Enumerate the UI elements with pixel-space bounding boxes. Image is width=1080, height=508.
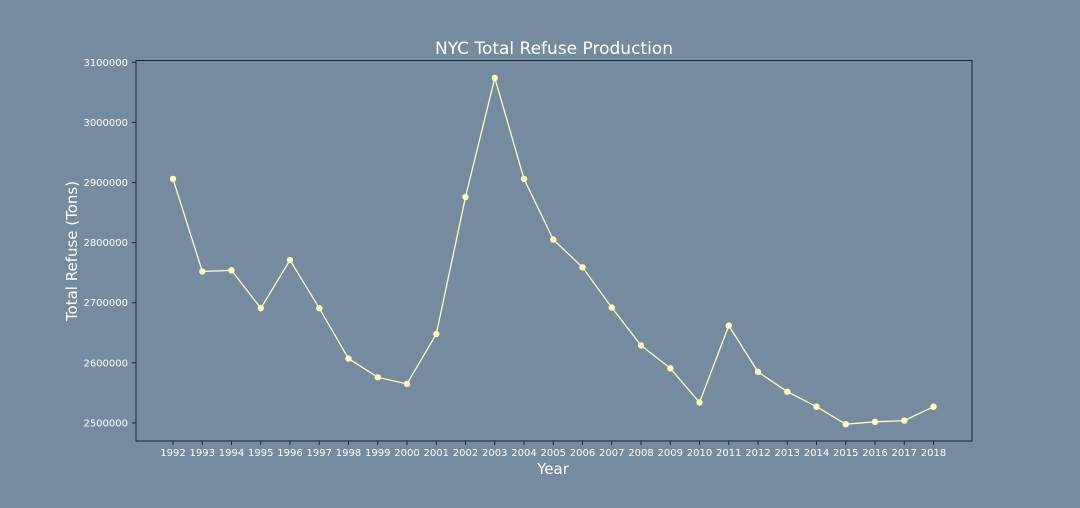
y-tick-label: 2500000	[83, 418, 128, 429]
data-point-1992	[169, 175, 177, 183]
data-point-2007	[608, 304, 615, 311]
y-tick-label: 2800000	[83, 238, 128, 249]
x-tick-label: 2011	[716, 448, 741, 459]
data-point-1999	[374, 374, 381, 381]
x-axis-ticks: 1992 1993 1994 1995 1996 1997 1998 1999 2000 2001…	[160, 441, 946, 459]
x-tick-label: 1997	[307, 448, 332, 459]
data-point-2013	[784, 388, 791, 395]
data-point-2005	[550, 236, 557, 243]
x-tick-label: 1992	[160, 448, 185, 459]
x-tick-label: 2014	[804, 448, 829, 459]
data-point-2008	[637, 342, 645, 349]
data-point-2015	[842, 421, 849, 428]
series-line	[172, 75, 934, 425]
data-point-2002	[462, 193, 469, 201]
y-axis-ticks: 2500000 2600000 2700000 2800000 2900000 30000…	[83, 58, 136, 429]
x-tick-label: 2001	[424, 448, 449, 459]
data-point-2010	[696, 399, 703, 406]
x-tick-label: 1994	[219, 448, 244, 459]
data-point-1993	[199, 268, 206, 275]
x-axis-label: Year	[536, 460, 570, 478]
x-tick-label: 1996	[277, 448, 302, 459]
data-point-2016	[871, 418, 879, 425]
data-point-2012	[754, 368, 762, 376]
x-tick-label: 2003	[482, 448, 507, 459]
x-tick-label: 2013	[775, 448, 800, 459]
x-tick-label: 2016	[862, 448, 887, 459]
data-point-1994	[228, 267, 235, 274]
data-point-2000	[403, 380, 411, 388]
x-tick-label: 2004	[511, 448, 536, 459]
y-tick-label: 3000000	[83, 118, 128, 129]
data-point-1995	[257, 305, 264, 312]
x-tick-label: 2002	[453, 448, 478, 459]
y-tick-label: 2600000	[83, 358, 128, 369]
y-tick-label: 3100000	[83, 58, 128, 69]
x-tick-label: 2012	[745, 448, 770, 459]
x-tick-label: 2007	[599, 448, 624, 459]
x-tick-label: 2009	[658, 448, 683, 459]
x-tick-label: 1999	[365, 448, 390, 459]
x-tick-label: 2015	[833, 448, 858, 459]
data-point-2014	[813, 403, 820, 410]
x-tick-label: 1998	[336, 448, 361, 459]
x-tick-label: 2010	[687, 448, 712, 459]
data-point-1997	[316, 305, 323, 312]
x-tick-label: 2006	[570, 448, 595, 459]
data-point-2011	[725, 322, 732, 329]
plot-area	[135, 60, 973, 442]
x-tick-label: 2005	[541, 448, 566, 459]
data-point-1998	[345, 355, 352, 362]
x-tick-label: 1993	[190, 448, 215, 459]
data-point-2006	[579, 264, 586, 271]
y-tick-label: 2900000	[83, 178, 128, 189]
data-point-2017	[901, 417, 908, 424]
data-point-2003	[491, 74, 498, 82]
x-tick-label: 1995	[248, 448, 273, 459]
data-point-2018	[930, 403, 937, 410]
x-tick-label: 2018	[921, 448, 946, 459]
y-tick-label: 2700000	[83, 298, 128, 309]
chart-title: NYC Total Refuse Production	[435, 39, 673, 59]
x-tick-label: 2000	[394, 448, 419, 459]
x-tick-label: 2017	[892, 448, 917, 459]
series-refuse	[169, 74, 937, 428]
y-axis-label: Total Refuse (Tons)	[63, 181, 81, 322]
data-point-1996	[286, 256, 294, 264]
data-point-2009	[667, 365, 674, 372]
data-point-2004	[520, 175, 528, 183]
data-point-2001	[433, 330, 440, 338]
x-tick-label: 2008	[628, 448, 653, 459]
